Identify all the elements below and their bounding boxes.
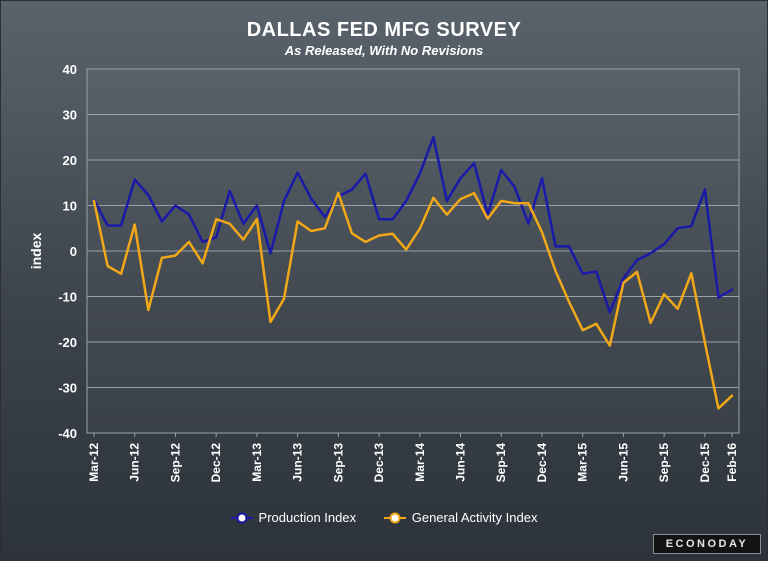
x-tick-label: Dec-14 bbox=[535, 443, 549, 483]
y-tick-label: -20 bbox=[58, 335, 77, 350]
x-tick-label: Dec-15 bbox=[698, 443, 712, 483]
y-tick-label: -40 bbox=[58, 426, 77, 441]
series-group bbox=[92, 136, 734, 410]
x-tick-label: Jun-13 bbox=[291, 443, 305, 482]
legend: Production Index General Activity Index bbox=[1, 510, 767, 527]
chart-subtitle: As Released, With No Revisions bbox=[284, 43, 484, 58]
x-axis-ticks: Mar-12 Jun-12 Sep-12 Dec-12 Mar-13 Jun-13 Sep-… bbox=[87, 443, 739, 483]
series-line-general-activity bbox=[92, 191, 734, 410]
x-tick-label: Jun-14 bbox=[454, 443, 468, 482]
y-axis-ticks: 40 30 20 10 0 -10 -20 -30 -40 bbox=[58, 62, 77, 441]
x-tick-label: Mar-14 bbox=[413, 443, 427, 482]
y-tick-label: 20 bbox=[63, 153, 77, 168]
series-line-production bbox=[92, 136, 734, 314]
legend-marker-general-activity bbox=[383, 512, 406, 523]
y-tick-label: 30 bbox=[63, 108, 77, 123]
x-tick-label: Sep-13 bbox=[331, 443, 345, 483]
y-tick-label: 40 bbox=[63, 62, 77, 77]
y-axis-label: index bbox=[28, 233, 44, 270]
x-tick-label: Sep-14 bbox=[494, 443, 508, 483]
legend-marker-production bbox=[230, 512, 253, 523]
y-tick-label: 10 bbox=[63, 199, 77, 214]
x-tick-label: Dec-12 bbox=[209, 443, 223, 483]
y-tick-label: -10 bbox=[58, 290, 77, 305]
econoday-logo: ECONODAY bbox=[653, 534, 761, 554]
x-tick-label: Sep-15 bbox=[657, 443, 671, 483]
x-tick-label: Dec-13 bbox=[372, 443, 386, 483]
x-tick-label: Mar-15 bbox=[576, 443, 590, 482]
legend-item-production: Production Index bbox=[230, 510, 357, 525]
x-tick-label: Jun-15 bbox=[616, 443, 630, 482]
grid bbox=[86, 68, 740, 437]
x-tick-label: Jun-12 bbox=[128, 443, 142, 482]
chart-title: DALLAS FED MFG SURVEY bbox=[246, 19, 522, 41]
legend-label-production: Production Index bbox=[258, 510, 357, 525]
legend-label-general-activity: General Activity Index bbox=[411, 510, 538, 525]
x-tick-label: Feb-16 bbox=[725, 443, 739, 482]
x-tick-label: Mar-12 bbox=[87, 443, 101, 482]
y-tick-label: 0 bbox=[70, 244, 77, 259]
y-tick-label: -30 bbox=[58, 381, 77, 396]
x-tick-label: Mar-13 bbox=[250, 443, 264, 482]
legend-item-general-activity: General Activity Index bbox=[383, 510, 538, 525]
x-tick-label: Sep-12 bbox=[168, 443, 182, 483]
